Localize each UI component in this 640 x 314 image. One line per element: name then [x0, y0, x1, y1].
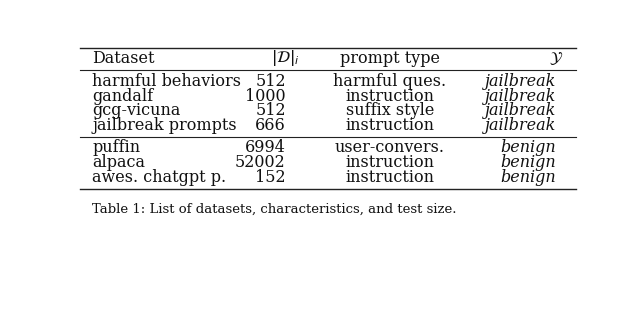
Text: instruction: instruction: [346, 117, 435, 134]
Text: 52002: 52002: [235, 154, 286, 171]
Text: instruction: instruction: [346, 169, 435, 186]
Text: jailbreak: jailbreak: [484, 73, 556, 90]
Text: instruction: instruction: [346, 88, 435, 105]
Text: 666: 666: [255, 117, 286, 134]
Text: suffix style: suffix style: [346, 102, 434, 119]
Text: user-convers.: user-convers.: [335, 139, 445, 156]
Text: jailbreak: jailbreak: [484, 102, 556, 119]
Text: benign: benign: [500, 139, 556, 156]
Text: $|\mathcal{D}|_i$: $|\mathcal{D}|_i$: [271, 48, 300, 68]
Text: $\mathcal{Y}$: $\mathcal{Y}$: [549, 50, 563, 67]
Text: prompt type: prompt type: [340, 50, 440, 67]
Text: 1000: 1000: [245, 88, 286, 105]
Text: 512: 512: [255, 102, 286, 119]
Text: jailbreak: jailbreak: [484, 88, 556, 105]
Text: alpaca: alpaca: [92, 154, 145, 171]
Text: gandalf: gandalf: [92, 88, 154, 105]
Text: 152: 152: [255, 169, 286, 186]
Text: gcg-vicuna: gcg-vicuna: [92, 102, 180, 119]
Text: jailbreak: jailbreak: [484, 117, 556, 134]
Text: benign: benign: [500, 169, 556, 186]
Text: jailbreak prompts: jailbreak prompts: [92, 117, 237, 134]
Text: puffin: puffin: [92, 139, 141, 156]
Text: 512: 512: [255, 73, 286, 90]
Text: 6994: 6994: [245, 139, 286, 156]
Text: awes. chatgpt p.: awes. chatgpt p.: [92, 169, 227, 186]
Text: harmful ques.: harmful ques.: [333, 73, 447, 90]
Text: benign: benign: [500, 154, 556, 171]
Text: harmful behaviors: harmful behaviors: [92, 73, 241, 90]
Text: instruction: instruction: [346, 154, 435, 171]
Text: Table 1: List of datasets, characteristics, and test size.: Table 1: List of datasets, characteristi…: [92, 203, 457, 215]
Text: Dataset: Dataset: [92, 50, 155, 67]
